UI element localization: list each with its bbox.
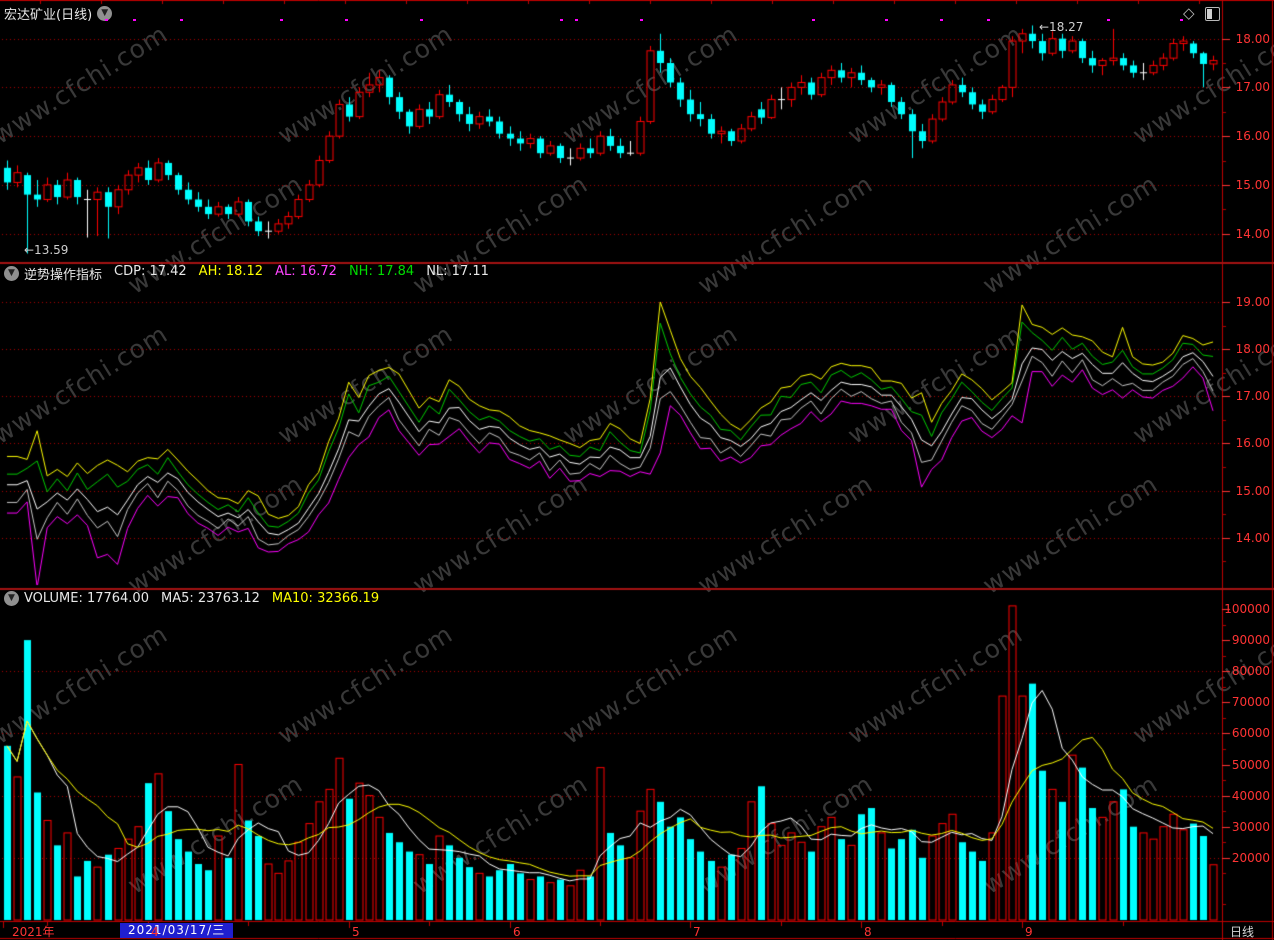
axis-label-cdp: 19.00: [1235, 295, 1270, 309]
axis-label-cdp: 16.00: [1235, 436, 1270, 450]
top-marker-dot: [987, 19, 990, 21]
restore-window-icon-fill: [1207, 9, 1212, 19]
top-marker-dot: [133, 19, 136, 21]
header-segment: NL: 17.11: [426, 263, 489, 279]
axis-label-volume: 50000: [1231, 758, 1270, 772]
header-segment: AL: 16.72: [275, 263, 337, 279]
low-price-annotation: ←13.59: [24, 243, 69, 257]
title-bar: 宏达矿业(日线) ▼: [4, 4, 113, 23]
top-marker-dot: [345, 19, 348, 21]
top-marker-dot: [812, 19, 815, 21]
top-marker-dot: [180, 19, 183, 21]
axis-label-price: 18.00: [1235, 32, 1270, 46]
top-marker-dot: [105, 19, 108, 21]
axis-label-price: 14.00: [1235, 227, 1270, 241]
month-label: 9: [1025, 925, 1033, 939]
top-marker-dot: [885, 19, 888, 21]
month-label: 4: [151, 925, 159, 939]
period-label[interactable]: 日线: [1230, 925, 1255, 939]
page-title: 宏达矿业(日线): [4, 8, 93, 23]
top-marker-dot: [575, 19, 578, 21]
axis-label-price: 16.00: [1235, 129, 1270, 143]
top-marker-dot: [1107, 19, 1110, 21]
top-marker-dot: [640, 19, 643, 21]
selected-date-box[interactable]: 2021/03/17/三: [120, 923, 234, 938]
header-segment: 逆势操作指标: [24, 267, 103, 283]
volume-values: VOLUME: 17764.00 MA5: 23763.12 MA10: 32366…: [24, 591, 391, 606]
axis-label-volume: 20000: [1231, 851, 1270, 865]
axis-label-cdp: 17.00: [1235, 389, 1270, 403]
axis-label-volume: 100000: [1224, 602, 1270, 616]
indicator-panel-header: ▼ 逆势操作指标 CDP: 17.42 AH: 18.12 AL: 16.72 NH: …: [4, 264, 501, 283]
month-label: 8: [864, 925, 872, 939]
axis-label-cdp: 18.00: [1235, 342, 1270, 356]
axis-label-volume: 70000: [1231, 695, 1270, 709]
month-label: 6: [513, 925, 521, 939]
diamond-icon[interactable]: ◇: [1183, 4, 1195, 22]
header-segment: MA5: 23763.12: [160, 590, 260, 606]
top-marker-dot: [420, 19, 423, 21]
top-marker-dot: [560, 19, 563, 21]
high-price-annotation: ←18.27: [1039, 20, 1084, 34]
volume-panel-header: ▼ VOLUME: 17764.00 MA5: 23763.12 MA10: 323…: [4, 589, 391, 607]
header-segment: VOLUME: 17764.00: [24, 590, 149, 606]
axis-label-cdp: 15.00: [1235, 484, 1270, 498]
top-marker-dot: [940, 19, 943, 21]
axis-label-volume: 90000: [1231, 633, 1270, 647]
indicator-values: 逆势操作指标 CDP: 17.42 AH: 18.12 AL: 16.72 NH: 17…: [24, 264, 501, 283]
year-label: 2021年: [12, 925, 55, 939]
month-label: 5: [352, 925, 360, 939]
month-label: 7: [693, 925, 701, 939]
axis-label-volume: 60000: [1231, 726, 1270, 740]
axis-label-price: 17.00: [1235, 80, 1270, 94]
collapse-panel-icon[interactable]: ▼: [4, 590, 19, 606]
axis-label-volume: 40000: [1231, 789, 1270, 803]
restore-window-icon[interactable]: [1205, 7, 1220, 21]
header-segment: CDP: 17.42: [114, 263, 187, 279]
collapse-panel-icon[interactable]: ▼: [4, 265, 19, 281]
axis-label-volume: 80000: [1231, 664, 1270, 678]
chevron-down-icon[interactable]: ▼: [97, 6, 113, 21]
axis-label-cdp: 14.00: [1235, 531, 1270, 545]
axis-label-volume: 30000: [1231, 820, 1270, 834]
header-segment: AH: 18.12: [198, 263, 264, 279]
axis-label-price: 15.00: [1235, 178, 1270, 192]
top-marker-dot: [280, 19, 283, 21]
header-segment: NH: 17.84: [348, 263, 415, 279]
header-segment: MA10: 32366.19: [271, 590, 380, 606]
top-marker-dot: [1180, 19, 1183, 21]
